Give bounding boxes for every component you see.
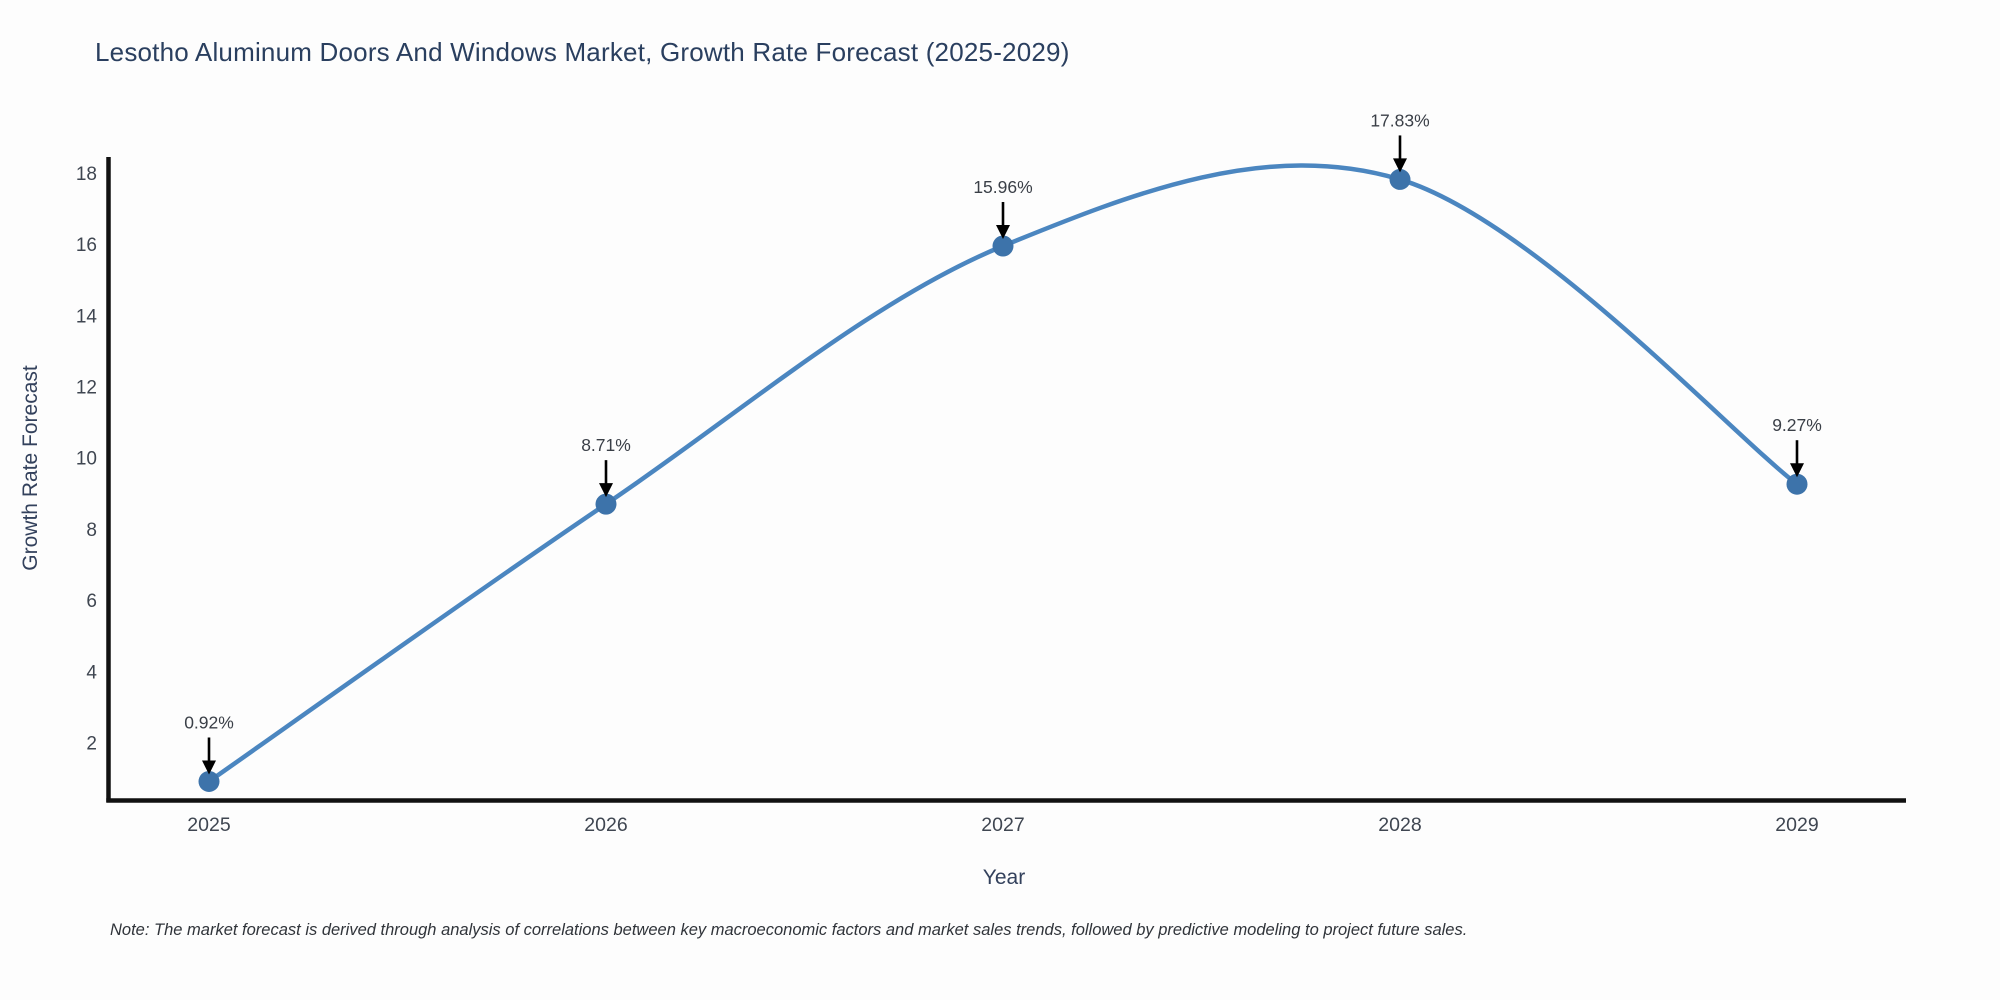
annotation-arrowhead-icon [1790,463,1804,478]
x-tick-label: 2026 [584,814,627,836]
annotation-arrowhead-icon [599,483,613,498]
annotation-arrowhead-icon [1393,158,1407,173]
point-annotation-label: 9.27% [1772,415,1822,435]
x-tick-label: 2027 [981,814,1024,836]
point-annotation-label: 0.92% [184,712,234,732]
y-tick-label: 4 [86,662,97,683]
data-point-marker[interactable] [595,493,617,515]
y-tick-label: 14 [76,306,98,327]
y-tick-label: 8 [86,520,97,541]
y-tick-label: 18 [76,164,97,185]
chart-title: Lesotho Aluminum Doors And Windows Marke… [95,37,1070,67]
y-tick-label: 16 [76,235,97,256]
point-annotation-label: 17.83% [1370,110,1429,130]
x-axis-title: Year [982,866,1026,889]
y-axis-title: Growth Rate Forecast [19,365,42,571]
data-point-marker[interactable] [1389,168,1411,190]
y-tick-label: 12 [76,377,97,398]
data-point-marker[interactable] [198,770,220,792]
annotation-arrowhead-icon [202,760,216,775]
point-annotation-label: 15.96% [973,177,1032,197]
data-point-marker[interactable] [1786,473,1808,495]
x-tick-label: 2028 [1378,814,1421,836]
y-tick-label: 2 [86,734,97,755]
x-tick-label: 2029 [1775,814,1818,836]
annotation-arrowhead-icon [996,225,1010,240]
point-annotation-label: 8.71% [581,435,631,455]
x-tick-label: 2025 [187,814,231,836]
y-tick-label: 10 [76,449,97,470]
y-tick-label: 6 [86,591,97,612]
data-point-marker[interactable] [992,235,1014,257]
footnote: Note: The market forecast is derived thr… [110,921,1468,939]
series-line [206,163,1800,784]
